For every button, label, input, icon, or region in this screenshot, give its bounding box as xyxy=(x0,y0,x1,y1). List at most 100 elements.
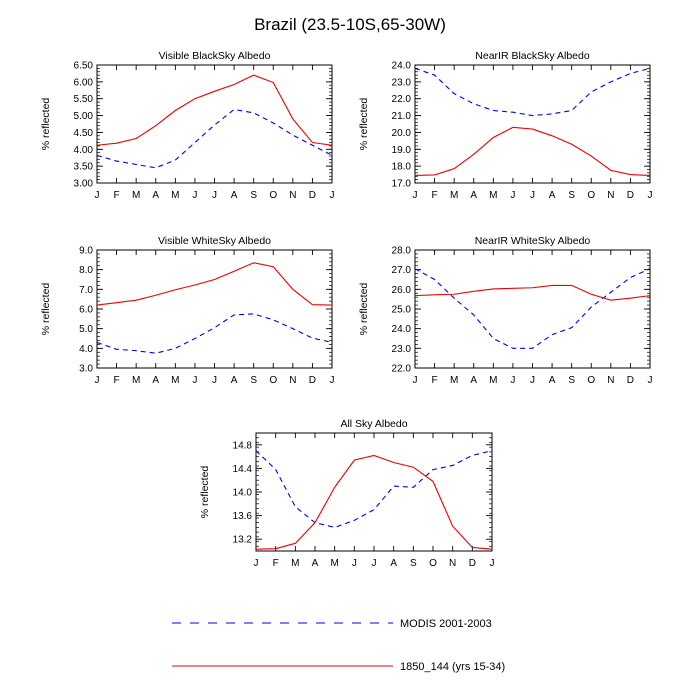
x-tick-label: A xyxy=(152,190,159,201)
x-tick-label: F xyxy=(432,375,438,386)
y-tick-label: 3.50 xyxy=(74,162,94,173)
x-tick-label: J xyxy=(530,190,535,201)
x-tick-label: N xyxy=(607,375,614,386)
x-tick-label: M xyxy=(132,375,140,386)
x-tick-label: J xyxy=(510,375,515,386)
y-tick-label: 14.8 xyxy=(233,440,253,451)
chart-panel-4: NearIR WhiteSky Albedo % reflected J F M A M J J… xyxy=(358,235,653,386)
x-tick-label: D xyxy=(309,190,316,201)
x-tick-label: O xyxy=(587,190,595,201)
x-tick-label: J xyxy=(254,558,259,569)
x-tick-label: A xyxy=(231,375,238,386)
y-tick-label: 27.0 xyxy=(392,265,412,276)
y-axis-label: % reflected xyxy=(40,98,52,151)
y-tick-label: 4.00 xyxy=(74,145,94,156)
x-tick-label: O xyxy=(269,375,277,386)
y-tick-label: 22.0 xyxy=(392,364,412,375)
x-tick-label: J xyxy=(413,375,418,386)
x-tick-label: S xyxy=(568,375,575,386)
x-tick-label: A xyxy=(549,375,556,386)
legend: MODIS 2001-2003 1850_144 (yrs 15-34) xyxy=(172,618,505,673)
x-tick-label: N xyxy=(449,558,456,569)
x-tick-label: M xyxy=(171,375,179,386)
x-tick-label: N xyxy=(607,190,614,201)
model-series-line xyxy=(414,284,651,301)
y-axis-label: % reflected xyxy=(40,283,52,336)
chart-panel-2: NearIR BlackSky Albedo % reflected J F M A M J J… xyxy=(358,50,653,201)
chart-panel-3: Visible WhiteSky Albedo % reflected J F M A M J… xyxy=(40,235,335,386)
y-tick-label: 20.0 xyxy=(392,128,412,139)
y-tick-label: 6.50 xyxy=(74,61,94,72)
y-tick-label: 6.0 xyxy=(79,305,93,316)
x-tick-label: A xyxy=(470,190,477,201)
x-tick-label: S xyxy=(410,558,417,569)
figure-title: Brazil (23.5-10S,65-30W) xyxy=(254,15,446,34)
x-tick-label: J xyxy=(510,190,515,201)
x-tick-label: J xyxy=(372,558,377,569)
model-series-line xyxy=(255,454,493,550)
x-tick-label: D xyxy=(309,375,316,386)
x-tick-label: J xyxy=(95,190,100,201)
x-tick-label: J xyxy=(330,375,335,386)
x-tick-label: J xyxy=(648,190,653,201)
y-tick-label: 5.0 xyxy=(79,324,93,335)
x-tick-label: A xyxy=(312,558,319,569)
y-tick-label: 5.50 xyxy=(74,94,94,105)
y-tick-label: 4.50 xyxy=(74,128,94,139)
x-tick-label: D xyxy=(627,190,634,201)
x-tick-label: S xyxy=(250,375,257,386)
x-tick-label: F xyxy=(432,190,438,201)
legend-label-1: MODIS 2001-2003 xyxy=(400,618,492,630)
x-tick-label: O xyxy=(587,375,595,386)
x-tick-label: J xyxy=(648,375,653,386)
panel-title: All Sky Albedo xyxy=(340,418,407,430)
y-tick-label: 5.00 xyxy=(74,111,94,122)
x-tick-label: D xyxy=(627,375,634,386)
x-tick-label: F xyxy=(114,190,120,201)
x-tick-label: F xyxy=(273,558,279,569)
x-tick-label: N xyxy=(289,190,296,201)
y-tick-label: 13.2 xyxy=(233,535,253,546)
x-tick-label: J xyxy=(212,375,217,386)
x-tick-label: J xyxy=(212,190,217,201)
panel-title: Visible WhiteSky Albedo xyxy=(158,235,271,247)
x-tick-label: A xyxy=(390,558,397,569)
chart-panel-1: Visible BlackSky Albedo % reflected J F M A M J… xyxy=(40,50,335,201)
x-tick-label: J xyxy=(413,190,418,201)
y-axis-label: % reflected xyxy=(358,98,370,151)
panel-title: Visible BlackSky Albedo xyxy=(159,50,271,62)
model-series-line xyxy=(96,262,333,306)
y-tick-label: 24.0 xyxy=(392,61,412,72)
x-tick-label: J xyxy=(330,190,335,201)
y-tick-label: 25.0 xyxy=(392,305,412,316)
x-tick-label: M xyxy=(171,190,179,201)
x-tick-label: A xyxy=(231,190,238,201)
y-tick-label: 3.0 xyxy=(79,364,93,375)
y-tick-label: 18.0 xyxy=(392,162,412,173)
x-tick-label: A xyxy=(549,190,556,201)
panel-title: NearIR WhiteSky Albedo xyxy=(475,235,591,247)
x-tick-label: D xyxy=(469,558,476,569)
y-tick-label: 14.4 xyxy=(233,464,253,475)
x-tick-label: M xyxy=(330,558,338,569)
x-tick-label: J xyxy=(530,375,535,386)
y-tick-label: 13.6 xyxy=(233,511,253,522)
y-tick-label: 23.0 xyxy=(392,344,412,355)
x-tick-label: S xyxy=(250,190,257,201)
y-tick-label: 3.00 xyxy=(74,179,94,190)
y-tick-label: 8.0 xyxy=(79,265,93,276)
y-tick-label: 19.0 xyxy=(392,145,412,156)
x-tick-label: A xyxy=(152,375,159,386)
x-tick-label: M xyxy=(450,190,458,201)
plot-frame xyxy=(414,64,651,184)
plot-frame xyxy=(414,249,651,369)
x-tick-label: J xyxy=(352,558,357,569)
model-series-line xyxy=(96,74,333,146)
x-tick-label: M xyxy=(450,375,458,386)
plot-frame xyxy=(255,432,493,552)
y-tick-label: 21.0 xyxy=(392,111,412,122)
y-tick-label: 28.0 xyxy=(392,246,412,257)
y-tick-label: 17.0 xyxy=(392,179,412,190)
y-tick-label: 6.00 xyxy=(74,77,94,88)
